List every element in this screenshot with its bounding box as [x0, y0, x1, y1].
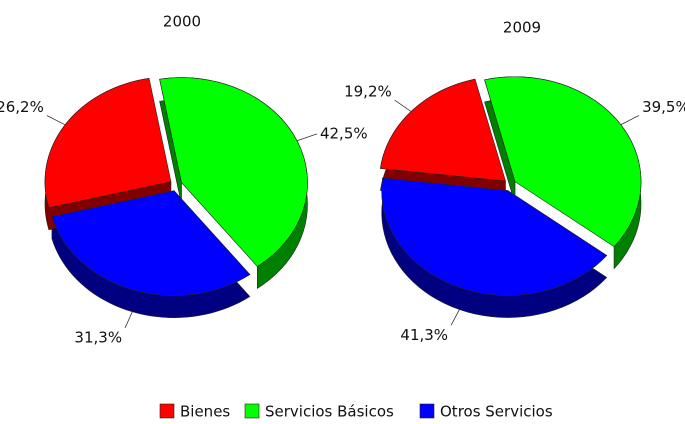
leader-line: [124, 311, 133, 329]
slice: [380, 78, 506, 182]
leader-line: [46, 115, 66, 126]
value-label: 42,5%: [320, 124, 368, 142]
legend-label: Servicios Básicos: [265, 403, 394, 421]
value-label: 39,5%: [642, 98, 685, 116]
chart-title: 2000: [163, 13, 201, 31]
slice: [381, 177, 608, 296]
chart-title: 2009: [503, 19, 541, 37]
legend-swatch: [244, 403, 260, 419]
value-label: 31,3%: [74, 328, 122, 346]
leader-line: [394, 99, 412, 112]
leader-line: [450, 309, 460, 326]
slice: [51, 190, 251, 296]
leader-line: [296, 133, 318, 142]
slice: [44, 78, 172, 209]
legend-swatch: [419, 403, 435, 419]
legend-swatch: [159, 403, 175, 419]
slice: [159, 77, 308, 267]
value-label: 26,2%: [0, 98, 44, 116]
value-label: 41,3%: [400, 326, 448, 344]
legend-label: Otros Servicios: [440, 403, 553, 421]
leader-line: [620, 115, 640, 126]
legend-label: Bienes: [180, 403, 230, 421]
value-label: 19,2%: [344, 83, 392, 101]
